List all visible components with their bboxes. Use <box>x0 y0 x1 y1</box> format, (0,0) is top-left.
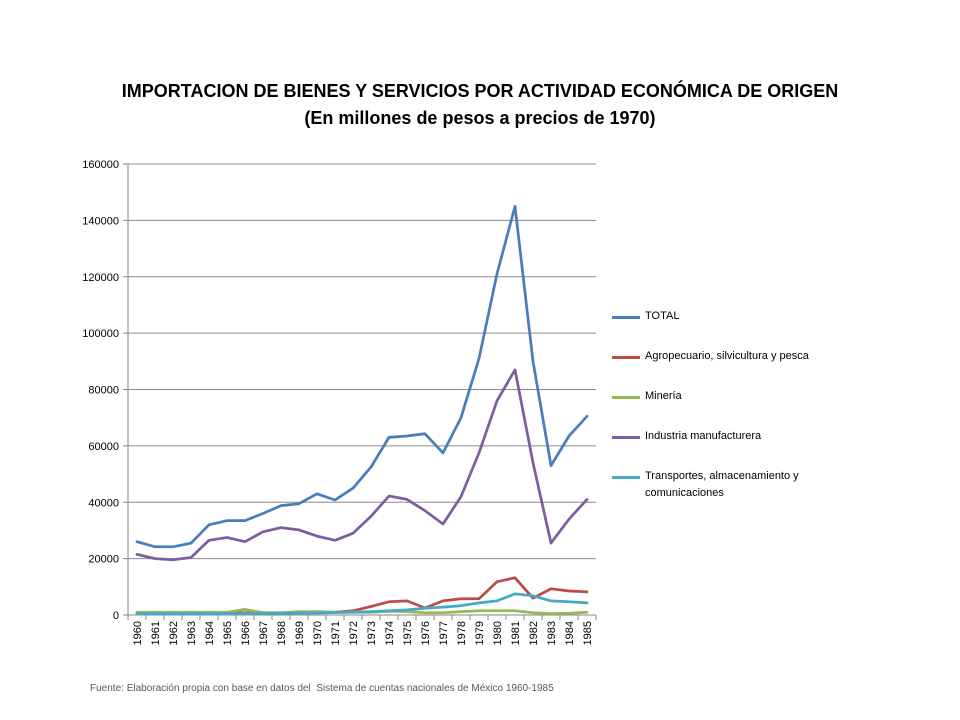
series-line-transportes-almacenamiento-y-comunicaciones <box>135 592 589 615</box>
x-tick-label: 1985 <box>582 621 594 645</box>
x-tick-label: 1972 <box>348 621 360 645</box>
x-tick-label: 1983 <box>546 621 558 645</box>
y-axis-tick-labels: 0 20000 40000 60000 80000 100000 120000 140000 1… <box>82 159 119 622</box>
x-tick-label: 1973 <box>366 621 378 645</box>
x-tick-label: 1963 <box>186 621 198 645</box>
legend-label: Agropecuario, silvicultura y pesca <box>645 350 809 362</box>
x-tick-label: 1962 <box>168 621 180 645</box>
y-tick-label: 120000 <box>82 272 119 284</box>
legend-label: Industria manufacturera <box>645 430 762 442</box>
legend-swatch <box>612 436 640 439</box>
x-tick-label: 1966 <box>240 621 252 645</box>
x-tick-label: 1970 <box>312 621 324 645</box>
x-tick-label: 1965 <box>222 621 234 645</box>
x-tick-label: 1967 <box>258 621 270 645</box>
x-tick-label: 1968 <box>276 621 288 645</box>
source-note: Fuente: Elaboración propia con base en d… <box>90 683 554 694</box>
x-tick-label: 1960 <box>132 621 144 645</box>
x-tick-label: 1974 <box>384 621 396 645</box>
legend-swatch <box>612 356 640 359</box>
x-axis-tick-labels: 1960 1961 1962 1963 1964 1965 1966 1967 1968 1969… <box>132 621 594 645</box>
y-tick-label: 0 <box>113 610 119 622</box>
legend-swatch <box>612 476 640 479</box>
legend-item-total: TOTAL <box>612 308 842 348</box>
legend-swatch <box>612 316 640 319</box>
legend-item-mineria: Minería <box>612 388 842 428</box>
y-tick-label: 140000 <box>82 215 119 227</box>
legend-swatch <box>612 396 640 399</box>
x-tick-label: 1982 <box>528 621 540 645</box>
y-tick-label: 160000 <box>82 159 119 171</box>
legend-item-transportes: Transportes, almacenamiento y comunicaci… <box>612 468 842 508</box>
legend-label: Minería <box>645 390 682 402</box>
legend-label: TOTAL <box>645 310 680 322</box>
y-tick-label: 20000 <box>88 554 119 566</box>
x-tick-label: 1984 <box>564 621 576 645</box>
legend-item-industria: Industria manufacturera <box>612 428 842 468</box>
legend: TOTAL Agropecuario, silvicultura y pesca… <box>612 308 842 508</box>
x-tick-label: 1969 <box>294 621 306 645</box>
chart-subtitle: (En millones de pesos a precios de 1970) <box>304 108 656 128</box>
y-tick-label: 60000 <box>88 441 119 453</box>
x-tick-label: 1964 <box>204 621 216 645</box>
chart-title-block: IMPORTACION DE BIENES Y SERVICIOS POR AC… <box>0 78 960 132</box>
x-tick-label: 1977 <box>438 621 450 645</box>
x-tick-label: 1976 <box>420 621 432 645</box>
x-tick-label: 1971 <box>330 621 342 645</box>
x-tick-label: 1980 <box>492 621 504 645</box>
x-tick-label: 1978 <box>456 621 468 645</box>
y-tick-label: 80000 <box>88 385 119 397</box>
x-tick-label: 1975 <box>402 621 414 645</box>
y-tick-label: 100000 <box>82 328 119 340</box>
x-tick-label: 1961 <box>150 621 162 645</box>
axes <box>123 163 597 620</box>
x-tick-label: 1981 <box>510 621 522 645</box>
legend-item-agropecuario: Agropecuario, silvicultura y pesca <box>612 348 842 388</box>
gridlines <box>128 163 596 616</box>
y-tick-label: 40000 <box>88 497 119 509</box>
legend-label: Transportes, almacenamiento y comunicaci… <box>645 470 799 499</box>
x-tick-label: 1979 <box>474 621 486 645</box>
chart-title: IMPORTACION DE BIENES Y SERVICIOS POR AC… <box>121 81 839 101</box>
series-line-industria-manufacturera <box>135 368 589 562</box>
series-line-total <box>135 204 589 549</box>
series-lines <box>135 204 589 615</box>
